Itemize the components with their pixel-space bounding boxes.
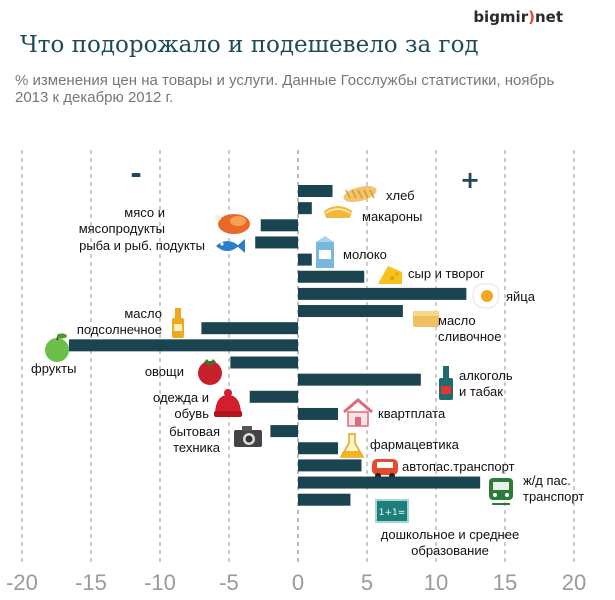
bar	[270, 425, 298, 438]
chart-subtitle: % изменения цен на товары и услуги. Данн…	[15, 72, 615, 106]
x-tick-label: 0	[292, 570, 304, 595]
hat-icon	[214, 389, 242, 417]
blackboard-icon: 1+1=	[375, 499, 409, 523]
category-label: ж/д пас.	[523, 473, 571, 488]
bar	[255, 236, 298, 249]
subtitle-line-2: 2013 к декабрю 2012 г.	[15, 89, 174, 106]
x-tick-label: 10	[424, 570, 448, 595]
subtitle-line-1: % изменения цен на товары и услуги. Данн…	[15, 72, 555, 89]
category-label: масло	[438, 313, 476, 328]
category-label: автопас.транспорт	[402, 459, 515, 474]
house-icon	[343, 398, 373, 427]
bar	[249, 390, 298, 403]
butter-icon	[413, 311, 439, 327]
bar	[298, 407, 339, 420]
category-label: одежда и	[153, 390, 209, 405]
bar	[260, 219, 298, 232]
flask-icon	[339, 433, 365, 458]
category-label: и табак	[459, 384, 503, 399]
x-tick-label: -10	[144, 570, 176, 595]
category-label: сыр и творог	[408, 266, 485, 281]
milk-icon	[316, 236, 334, 268]
category-label: рыба и рыб. подукты	[79, 238, 205, 253]
oil-bottle-icon	[172, 308, 184, 338]
camera-icon	[234, 426, 262, 447]
plus-sign: +	[460, 166, 480, 194]
category-label: бытовая	[169, 424, 220, 439]
x-tick-label: -5	[219, 570, 239, 595]
category-label: техника	[173, 440, 221, 455]
category-label: мясопродукты	[79, 221, 165, 236]
x-tick-label: 15	[493, 570, 517, 595]
brand-logo: bigmir)net	[473, 8, 563, 26]
bar	[298, 305, 403, 318]
bar	[298, 185, 333, 197]
cheese-icon	[378, 266, 402, 284]
category-label: фармацевтика	[370, 437, 460, 452]
bar	[298, 287, 467, 300]
x-tick-label: 5	[361, 570, 373, 595]
category-label: алкоголь	[459, 368, 513, 383]
bar	[298, 202, 312, 215]
x-tick-label: -20	[6, 570, 38, 595]
bottle-icon	[439, 366, 453, 400]
category-label: макароны	[362, 209, 422, 224]
x-tick-label: 20	[562, 570, 586, 595]
pasta-icon	[324, 206, 352, 218]
category-label: масло	[124, 306, 162, 321]
fish-icon	[216, 239, 245, 253]
x-tick-label: -15	[75, 570, 107, 595]
bread-icon	[343, 185, 377, 203]
apple-icon	[45, 333, 69, 362]
bar	[298, 373, 421, 386]
category-label: овощи	[145, 364, 184, 379]
category-label: подсолнечное	[77, 322, 162, 337]
category-label: хлеб	[386, 188, 415, 203]
bar	[298, 253, 312, 266]
train-icon	[489, 478, 513, 505]
chart-title: Что подорожало и подешевело за год	[20, 32, 479, 58]
bar	[298, 493, 351, 506]
bar	[298, 476, 481, 489]
chicken-icon	[215, 214, 250, 234]
category-label: сливочное	[438, 329, 501, 344]
bar	[298, 459, 362, 472]
category-label: квартплата	[378, 406, 446, 421]
bar	[298, 270, 365, 283]
car-icon	[372, 459, 398, 479]
bar	[201, 322, 298, 335]
egg-icon	[472, 283, 500, 309]
bar	[230, 356, 298, 369]
category-label: образование	[411, 543, 489, 558]
category-label: обувь	[174, 406, 209, 421]
bar	[68, 339, 298, 352]
category-label: молоко	[343, 247, 387, 262]
category-label: транспорт	[523, 489, 584, 504]
minus-sign: -	[130, 157, 142, 190]
svg-text:1+1=: 1+1=	[379, 508, 406, 518]
category-label: дошкольное и среднее	[381, 527, 519, 542]
category-label: яйца	[506, 289, 536, 304]
category-label: мясо и	[124, 205, 165, 220]
tomato-icon	[198, 359, 222, 385]
category-label: фрукты	[31, 361, 76, 376]
bar	[298, 442, 339, 455]
